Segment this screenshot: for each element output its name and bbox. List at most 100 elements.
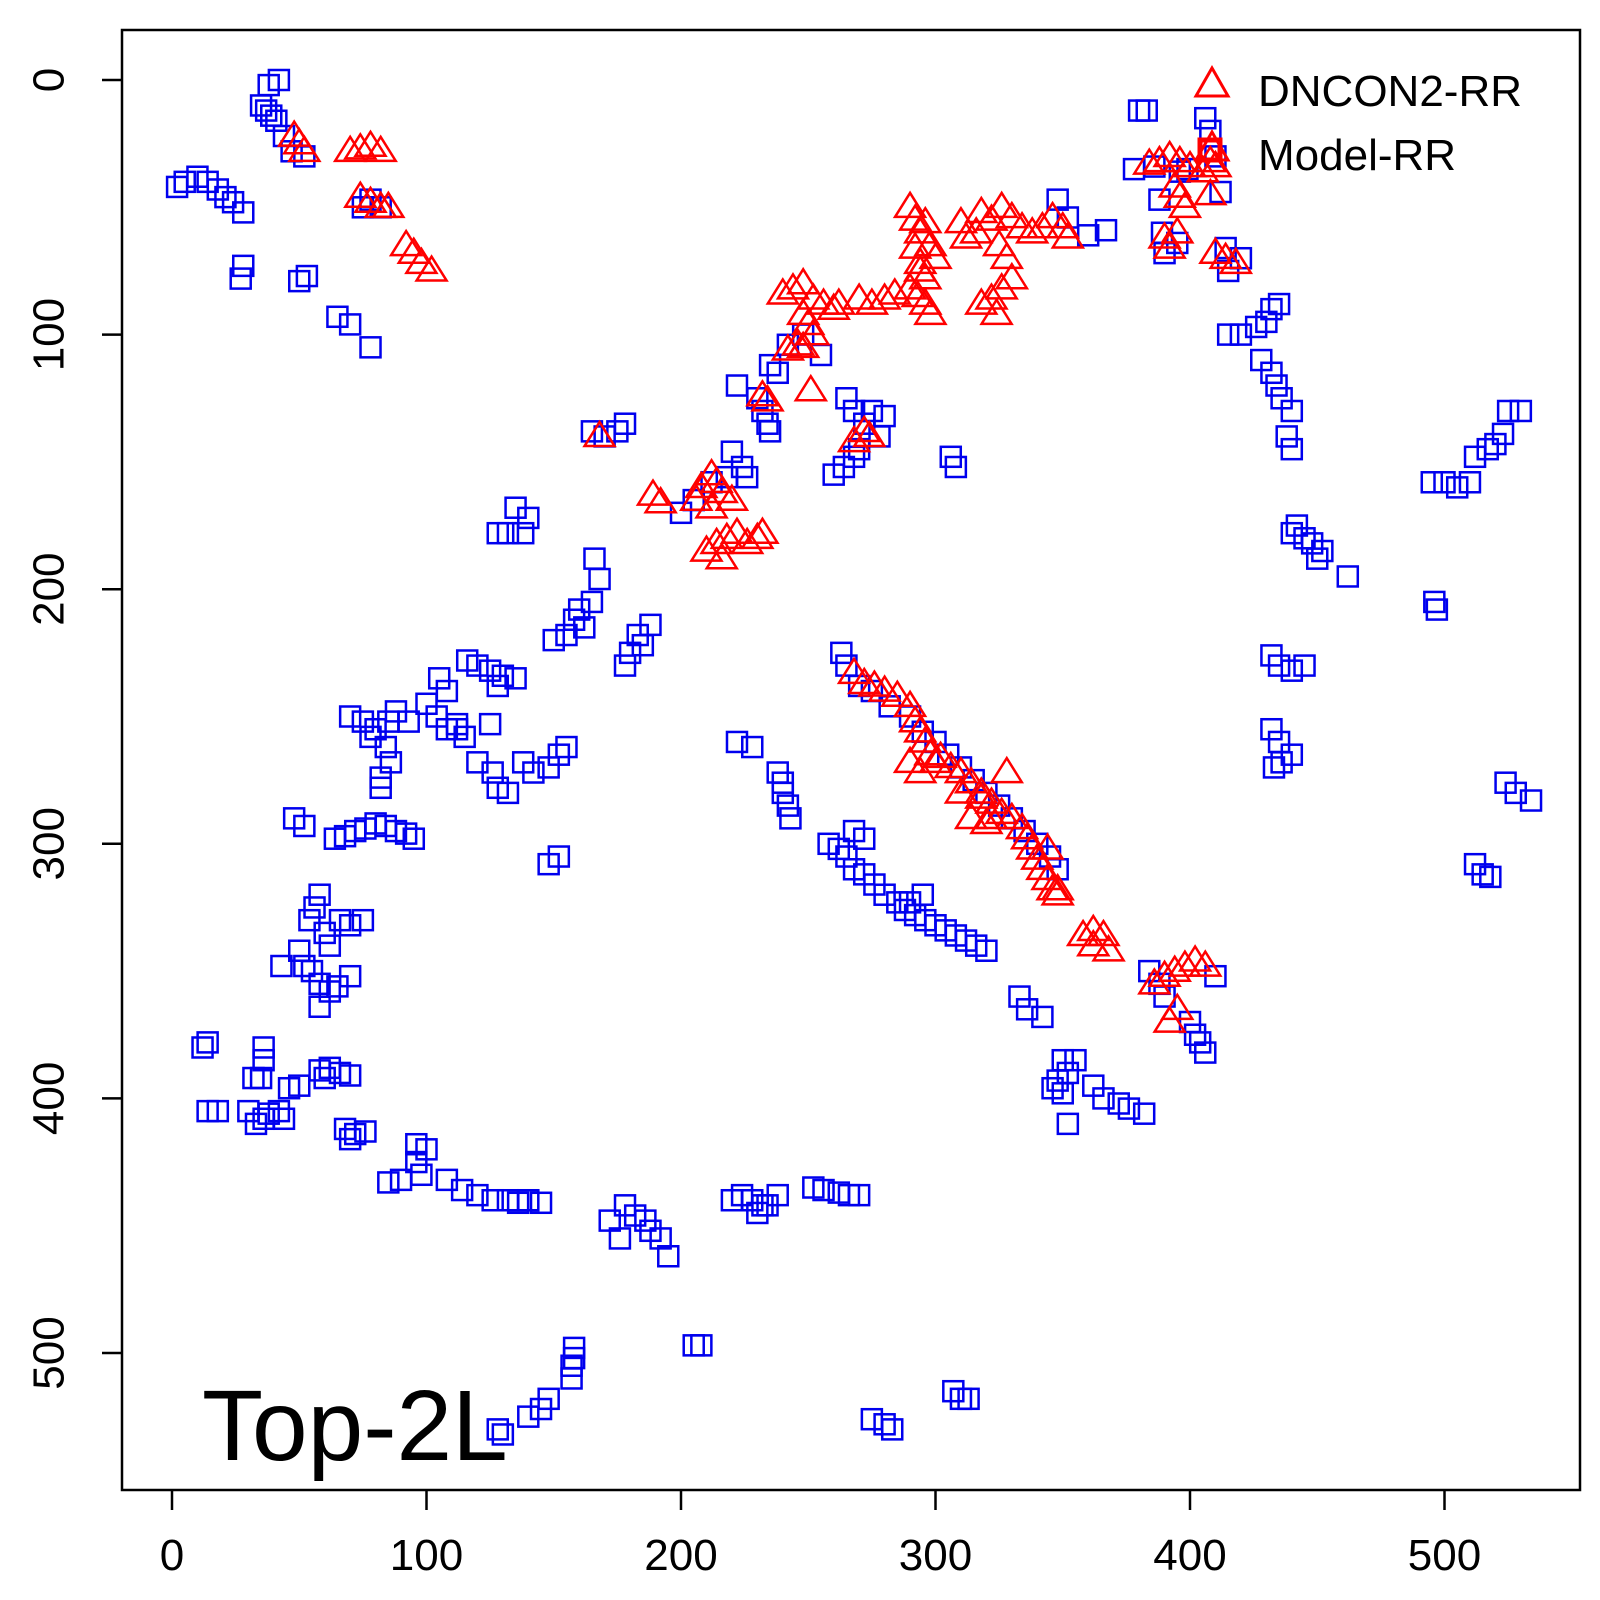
x-tick-label: 200 <box>644 1531 717 1580</box>
model-rr-point <box>338 1127 362 1151</box>
model-rr-point <box>318 934 342 957</box>
dncon2-rr-point <box>923 740 958 769</box>
model-rr-point <box>1267 730 1291 754</box>
model-rr-point <box>886 891 909 914</box>
model-rr-point <box>394 822 418 845</box>
model-rr-point <box>1509 399 1533 423</box>
model-rr-point <box>822 463 845 486</box>
model-rr-point <box>1519 789 1543 812</box>
y-tick-label: 400 <box>25 1062 74 1135</box>
dncon2-rr-point <box>1050 221 1086 249</box>
dncon2-rr-series <box>276 119 1254 1033</box>
model-rr-point <box>191 1036 214 1059</box>
model-rr-point <box>555 735 578 759</box>
model-rr-point <box>957 1387 980 1411</box>
dncon2-rr-point <box>964 776 999 804</box>
model-rr-point <box>504 667 527 690</box>
model-rr-point <box>852 412 876 435</box>
legend-triangle-marker <box>1193 64 1231 98</box>
model-rr-point <box>1046 1069 1069 1092</box>
model-rr-point <box>252 1107 275 1131</box>
model-rr-point <box>288 269 311 293</box>
dncon2-rr-point <box>948 221 984 249</box>
model-rr-point <box>1051 1048 1074 1072</box>
model-rr-point <box>522 761 545 784</box>
dncon2-rr-point <box>414 254 449 282</box>
dncon2-rr-point <box>892 745 928 774</box>
dncon2-rr-point <box>582 419 617 448</box>
dncon2-rr-point <box>785 330 821 359</box>
model-rr-point <box>338 705 362 728</box>
model-rr-point <box>1064 1048 1087 1072</box>
dncon2-rr-point <box>854 287 890 315</box>
model-rr-point <box>1216 323 1240 346</box>
model-rr-point <box>377 1171 400 1194</box>
dncon2-rr-point <box>371 190 406 219</box>
model-rr-point <box>1267 654 1291 677</box>
model-rr-point <box>771 781 795 805</box>
model-rr-point <box>1267 292 1291 316</box>
model-rr-point <box>478 712 502 736</box>
legend-square-marker <box>1197 137 1223 163</box>
model-rr-point <box>300 959 324 983</box>
model-rr-point <box>1194 1041 1217 1064</box>
model-rr-point <box>1476 437 1500 461</box>
dncon2-rr-point <box>953 765 989 794</box>
model-rr-point <box>206 1099 230 1123</box>
dncon2-rr-point <box>902 246 938 275</box>
dncon2-rr-point <box>943 776 979 804</box>
model-rr-point <box>1445 476 1469 499</box>
dncon2-rr-point <box>1004 210 1040 239</box>
model-rr-point <box>756 412 779 435</box>
dncon2-rr-point <box>780 328 816 356</box>
dncon2-rr-point <box>892 190 928 219</box>
dncon2-rr-point <box>994 200 1030 229</box>
x-tick-label: 0 <box>160 1531 184 1580</box>
dncon2-rr-point <box>969 806 1004 835</box>
model-rr-point <box>880 1418 904 1441</box>
model-rr-point <box>1420 471 1444 494</box>
dncon2-rr-point <box>1035 200 1070 229</box>
model-rr-point <box>860 1407 884 1431</box>
model-rr-point <box>272 1107 296 1131</box>
dncon2-rr-point <box>974 786 1009 814</box>
model-rr-point <box>1423 590 1446 614</box>
model-rr-point <box>1504 781 1528 805</box>
model-rr-point <box>573 616 596 639</box>
dncon2-rr-point <box>1014 216 1050 244</box>
model-rr-point <box>229 267 252 290</box>
dncon2-rr-point <box>343 131 378 160</box>
model-rr-point <box>766 1183 789 1207</box>
model-rr-point <box>517 506 540 530</box>
model-rr-point <box>588 567 611 591</box>
dncon2-rr-point <box>704 541 739 570</box>
dncon2-rr-point <box>643 485 678 514</box>
dncon2-rr-point <box>913 228 948 257</box>
model-rr-point <box>682 1334 705 1357</box>
model-rr-point <box>232 254 255 278</box>
model-rr-point <box>583 547 606 570</box>
dncon2-rr-point <box>852 419 887 448</box>
model-rr-point <box>338 964 362 988</box>
model-rr-point <box>758 420 782 443</box>
model-rr-point <box>313 921 336 945</box>
model-rr-point <box>1306 547 1329 570</box>
model-rr-point <box>338 914 362 937</box>
model-rr-point <box>338 313 362 336</box>
model-rr-point <box>779 807 802 830</box>
model-rr-point <box>649 1227 672 1250</box>
model-rr-point <box>333 824 357 848</box>
model-rr-point <box>1008 985 1031 1008</box>
dncon2-rr-point <box>918 745 953 774</box>
model-rr-point <box>313 1066 336 1090</box>
model-rr-point <box>496 781 520 805</box>
model-rr-point <box>206 178 230 201</box>
model-rr-point <box>1280 521 1304 545</box>
model-rr-point <box>293 814 316 838</box>
model-rr-point <box>560 1354 583 1377</box>
dncon2-rr-point <box>1198 149 1233 178</box>
model-rr-point <box>1463 445 1487 469</box>
dncon2-rr-point <box>363 134 398 163</box>
dncon2-rr-point <box>1030 832 1065 860</box>
dncon2-rr-point <box>1208 241 1243 270</box>
